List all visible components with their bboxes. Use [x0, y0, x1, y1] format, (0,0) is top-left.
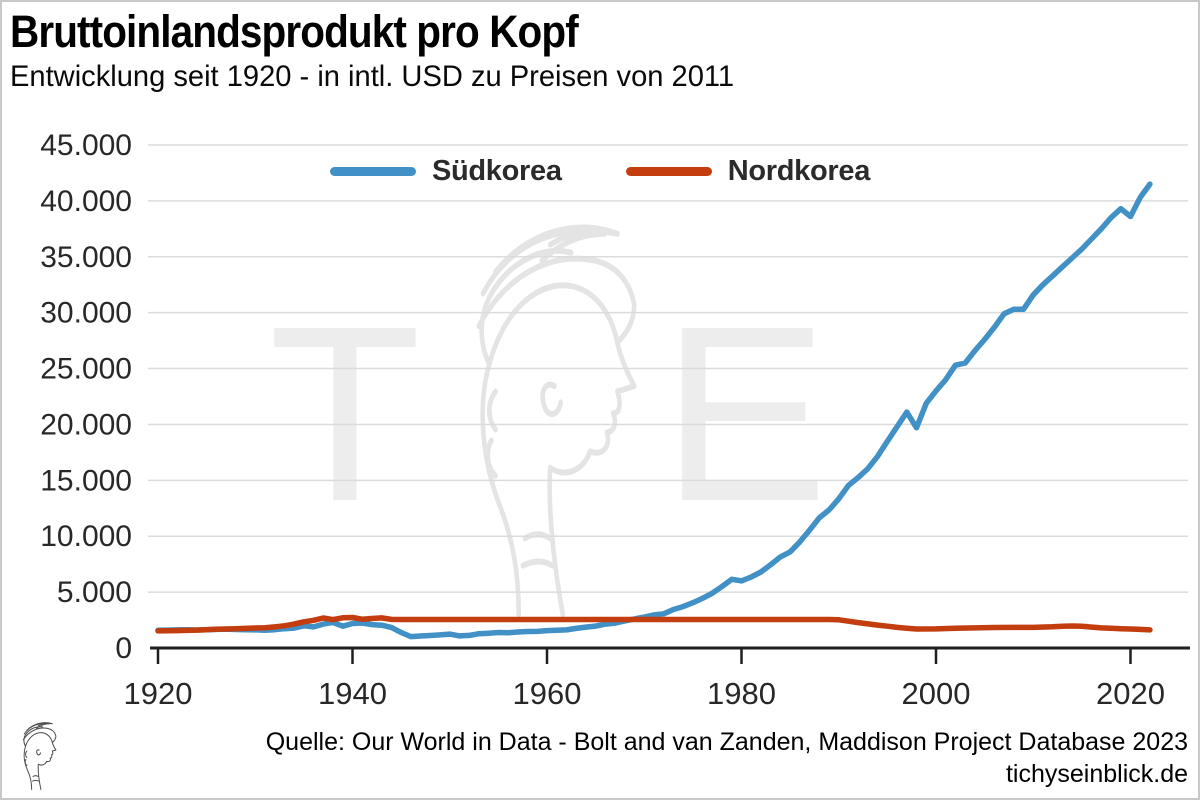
x-axis	[150, 646, 1190, 664]
y-tick-label-25000: 25.000	[40, 353, 132, 386]
series-line-nordkorea	[155, 614, 1153, 634]
y-tick-label-40000: 40.000	[40, 185, 132, 218]
x-tick-label-1980: 1980	[707, 676, 776, 711]
footer-text-block: Quelle: Our World in Data - Bolt and van…	[266, 726, 1188, 790]
x-tick-label-1940: 1940	[318, 676, 387, 711]
series-line-suedkorea	[155, 181, 1153, 640]
x-tick-label-1960: 1960	[513, 676, 582, 711]
site-line: tichyseinblick.de	[1005, 760, 1188, 788]
legend-item-suedkorea: Südkorea	[329, 152, 562, 190]
y-tick-label-10000: 10.000	[40, 520, 132, 553]
watermark-letter-t: T	[269, 274, 422, 553]
tick-labels: 0 5.000 10.000 15.000 20.000 25.000 30.000 35.0…	[40, 129, 1165, 711]
x-tick-label-1920: 1920	[124, 676, 193, 711]
legend-label-nordkorea: Nordkorea	[727, 154, 871, 187]
page-title: Bruttoinlandsprodukt pro Kopf	[10, 6, 579, 57]
y-tick-label-15000: 15.000	[40, 464, 132, 497]
watermark: T E	[269, 227, 829, 614]
page-subtitle: Entwicklung seit 1920 - in intl. USD zu …	[10, 60, 735, 93]
y-tick-label-30000: 30.000	[40, 297, 132, 330]
gridlines	[148, 144, 1188, 593]
series-lines	[155, 181, 1153, 640]
y-tick-label-0: 0	[115, 632, 132, 665]
y-tick-label-20000: 20.000	[40, 408, 132, 441]
mercury-head-watermark-icon	[479, 227, 634, 614]
mercury-head-logo	[22, 722, 57, 791]
legend-item-nordkorea: Nordkorea	[625, 152, 871, 190]
chart-legend: Südkorea Nordkorea	[0, 152, 1200, 190]
watermark-letter-e: E	[662, 274, 829, 553]
x-tick-label-2000: 2000	[902, 676, 971, 711]
y-tick-label-45000: 45.000	[40, 129, 132, 162]
x-tick-label-2020: 2020	[1096, 676, 1165, 711]
legend-label-suedkorea: Südkorea	[431, 154, 562, 187]
source-line: Quelle: Our World in Data - Bolt and van…	[265, 728, 1188, 756]
legend-swatch-nordkorea	[625, 166, 712, 176]
legend-swatch-suedkorea	[329, 166, 416, 176]
y-tick-label-35000: 35.000	[40, 241, 132, 274]
y-tick-label-5000: 5.000	[57, 576, 132, 609]
